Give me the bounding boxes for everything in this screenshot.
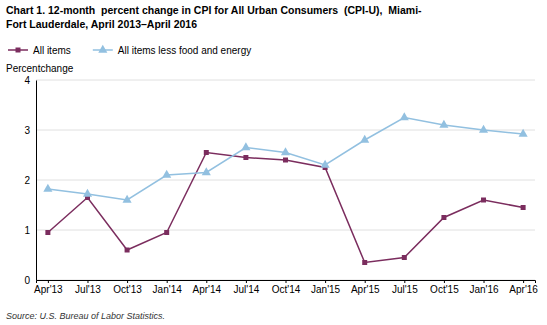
x-tick-mark [286,280,287,283]
chart: Chart 1. 12-month percent change in CPI … [0,0,547,325]
series-marker [481,198,486,203]
y-tick-label: 4 [24,75,30,86]
x-tick-label: Jan'14 [153,284,183,295]
x-axis-line [37,281,536,284]
x-tick: Apr'14 [192,280,221,295]
y-axis-title: Percentchange [6,63,74,74]
y-tick-label: 0 [24,275,30,286]
series-marker [45,230,50,235]
series-marker [83,189,92,197]
x-tick-mark [246,280,247,283]
series-marker [479,125,488,133]
x-axis: Apr'13 Jul'13 Oct'13 Jan'14 Apr'14 Jul'14 Oct'… [34,280,538,295]
legend-item: All items [8,45,71,56]
x-tick-label: Jan'15 [311,284,341,295]
x-tick: Oct'15 [430,280,459,295]
x-tick: Jul'13 [75,280,101,295]
series-line [48,153,523,263]
y-tick: 2 [24,175,36,186]
x-tick-mark [444,280,445,283]
x-tick-label: Apr'15 [351,284,380,295]
series-marker [321,160,330,168]
y-tick-label: 1 [24,225,30,236]
x-tick-label: Apr'14 [192,284,221,295]
x-tick-label: Apr'16 [509,284,538,295]
title-line: Chart 1. 12-month percent change in CPI … [6,4,422,16]
series-marker [164,230,169,235]
y-tick: 1 [24,225,36,236]
x-tick-label: Oct'13 [113,284,142,295]
x-tick-label: Apr'13 [34,284,63,295]
x-tick-mark [127,280,128,283]
series-marker [204,150,209,155]
x-tick-label: Oct'15 [430,284,459,295]
y-tick-label: 3 [24,125,30,136]
series-marker [43,184,52,192]
series-marker [360,135,369,143]
series-marker [521,205,526,210]
legend-label: All items [33,45,71,56]
x-tick: Apr'15 [351,280,380,295]
series-marker [402,255,407,260]
grid-line [36,180,535,181]
series [45,150,525,265]
series-marker [519,129,528,137]
x-tick: Jan'14 [153,280,183,295]
x-tick: Apr'16 [509,280,538,295]
series-marker [441,215,446,220]
grid-line [36,80,535,81]
x-tick: Jul'14 [233,280,259,295]
x-tick-label: Jul'13 [75,284,101,295]
source: Source: U.S. Bureau of Labor Statistics. [6,311,165,321]
series-marker [362,260,367,265]
legend-marker [98,45,107,53]
y-tick: 3 [24,125,36,136]
plot-marks [43,112,527,265]
y-axis-line [36,81,37,281]
y-axis: 0 1 2 3 4 [24,75,36,286]
series [43,112,527,202]
series-marker [125,248,130,253]
title: Chart 1. 12-month percent change in CPI … [6,4,422,30]
legend: All items All items less food and energy [8,45,251,56]
legend-label: All items less food and energy [118,45,251,56]
x-tick-mark [523,280,524,283]
x-tick: Oct'14 [272,280,301,295]
x-tick: Apr'13 [34,280,63,295]
x-tick-mark [404,280,405,283]
grid-line [36,130,535,131]
x-tick-label: Jul'14 [233,284,259,295]
x-tick: Jul'15 [392,280,418,295]
x-tick-label: Jan'16 [469,284,499,295]
x-tick: Jan'16 [469,280,499,295]
y-tick: 4 [24,75,36,86]
legend-marker [16,48,21,53]
series-marker [281,147,290,155]
series-marker [283,158,288,163]
series-marker [202,167,211,175]
x-tick: Jan'15 [311,280,341,295]
x-tick-mark [484,280,485,283]
x-tick-mark [365,280,366,283]
x-tick-label: Oct'14 [272,284,301,295]
x-tick: Oct'13 [113,280,142,295]
legend-item: All items less food and energy [93,45,251,56]
y-tick-label: 2 [24,175,30,186]
x-tick-mark [206,280,207,283]
x-tick-mark [87,280,88,283]
grid [36,80,535,280]
x-tick-mark [167,280,168,283]
x-tick-mark [325,280,326,283]
series-marker [162,170,171,178]
x-tick-mark [48,280,49,283]
series-marker [439,120,448,128]
series-line [48,118,523,201]
title-line: Fort Lauderdale, April 2013–April 2016 [6,18,197,30]
series-marker [241,142,250,150]
x-tick-label: Jul'15 [392,284,418,295]
series-marker [123,195,132,203]
series-marker [400,112,409,120]
series-marker [243,155,248,160]
